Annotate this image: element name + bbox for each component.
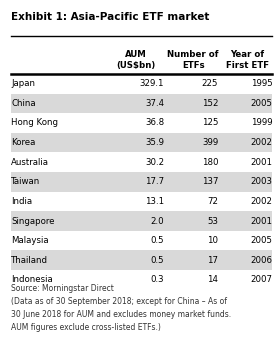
Text: 2007: 2007	[250, 275, 272, 284]
Text: 125: 125	[202, 118, 218, 128]
Text: 14: 14	[207, 275, 218, 284]
Text: 17: 17	[207, 256, 218, 265]
Text: Year of
First ETF: Year of First ETF	[226, 50, 269, 70]
Text: 152: 152	[202, 99, 218, 108]
Text: AUM
(US$bn): AUM (US$bn)	[116, 50, 156, 70]
Text: Japan: Japan	[11, 79, 35, 88]
Text: Singapore: Singapore	[11, 216, 54, 226]
Text: India: India	[11, 197, 32, 206]
Text: Source: Morningstar Direct: Source: Morningstar Direct	[11, 284, 114, 293]
Text: 17.7: 17.7	[145, 177, 164, 186]
Text: 36.8: 36.8	[145, 118, 164, 128]
Text: 1999: 1999	[251, 118, 272, 128]
Text: 0.5: 0.5	[150, 236, 164, 245]
Text: 329.1: 329.1	[140, 79, 164, 88]
Text: 72: 72	[207, 197, 218, 206]
Bar	[11, 250, 272, 270]
Bar	[11, 172, 272, 192]
Text: 2005: 2005	[250, 99, 272, 108]
Text: Exhibit 1: Asia-Pacific ETF market: Exhibit 1: Asia-Pacific ETF market	[11, 12, 210, 22]
Text: 35.9: 35.9	[145, 138, 164, 147]
Text: Indonesia: Indonesia	[11, 275, 53, 284]
Text: 1995: 1995	[251, 79, 272, 88]
Text: China: China	[11, 99, 36, 108]
Text: 37.4: 37.4	[145, 99, 164, 108]
Text: Number of
ETFs: Number of ETFs	[167, 50, 219, 70]
Text: 2002: 2002	[250, 138, 272, 147]
Text: AUM figures exclude cross-listed ETFs.): AUM figures exclude cross-listed ETFs.)	[11, 323, 161, 332]
Text: 180: 180	[202, 158, 218, 167]
Bar	[11, 133, 272, 152]
Text: 0.5: 0.5	[150, 256, 164, 265]
Text: 30.2: 30.2	[145, 158, 164, 167]
Text: Hong Kong: Hong Kong	[11, 118, 58, 128]
Text: 399: 399	[202, 138, 218, 147]
Text: 2003: 2003	[250, 177, 272, 186]
Text: Thailand: Thailand	[11, 256, 48, 265]
Text: 137: 137	[202, 177, 218, 186]
Text: (Data as of 30 September 2018; except for China – As of: (Data as of 30 September 2018; except fo…	[11, 297, 227, 306]
Text: 10: 10	[207, 236, 218, 245]
Text: 0.3: 0.3	[150, 275, 164, 284]
Bar	[11, 94, 272, 113]
Text: 30 June 2018 for AUM and excludes money market funds.: 30 June 2018 for AUM and excludes money …	[11, 310, 231, 319]
Text: 2002: 2002	[250, 197, 272, 206]
Text: Malaysia: Malaysia	[11, 236, 49, 245]
Text: Taiwan: Taiwan	[11, 177, 40, 186]
Text: 225: 225	[202, 79, 218, 88]
Text: 2006: 2006	[250, 256, 272, 265]
Text: 53: 53	[207, 216, 218, 226]
Text: Australia: Australia	[11, 158, 49, 167]
Bar	[11, 211, 272, 231]
Text: 13.1: 13.1	[145, 197, 164, 206]
Text: 2001: 2001	[250, 216, 272, 226]
Text: 2.0: 2.0	[150, 216, 164, 226]
Text: 2001: 2001	[250, 158, 272, 167]
Text: 2005: 2005	[250, 236, 272, 245]
Text: Korea: Korea	[11, 138, 36, 147]
